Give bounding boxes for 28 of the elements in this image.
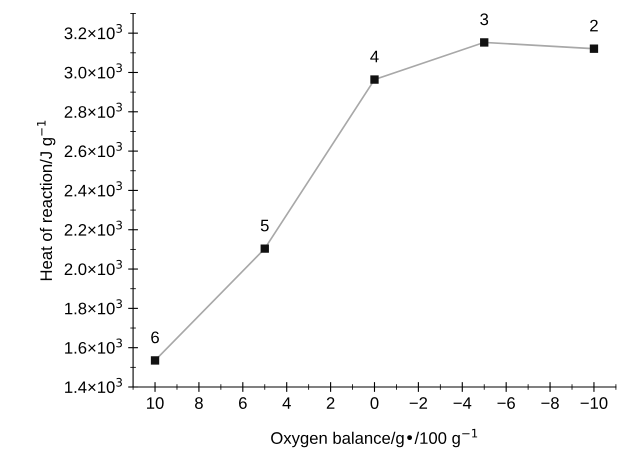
annotation: 2	[590, 20, 598, 32]
annotation: 5	[260, 220, 269, 232]
x-tick-label: −8	[541, 397, 559, 409]
y-tick-label: 3.0×10$^{3}$	[64, 63, 122, 79]
x-axis-title: Oxygen balance/g•/100 g$^{−1}$	[271, 428, 478, 448]
x-tick-label: 0	[370, 397, 378, 409]
y-tick-label: 2.6×10$^{3}$	[64, 142, 122, 158]
y-tick-label: 1.6×10$^{3}$	[65, 338, 122, 354]
x-tick-label: −4	[454, 397, 472, 409]
annotation: 4	[370, 50, 379, 62]
y-tick-label: 1.8×10$^{3}$	[65, 299, 122, 314]
x-tick-label: −6	[497, 397, 515, 409]
x-tick-label: 6	[239, 397, 247, 409]
x-tick-label: 2	[326, 397, 334, 409]
x-tick-label: 8	[195, 397, 203, 409]
x-tick-label: 10	[147, 397, 164, 409]
y-tick-label: 2.8×10$^{3}$	[64, 102, 122, 118]
y-tick-label: 2.0×10$^{3}$	[64, 260, 122, 276]
y-tick-label: 3.2×10$^{3}$	[64, 24, 122, 40]
y-tick-label: 1.4×10$^{3}$	[65, 378, 122, 394]
y-axis-title: Heat of reaction/J g$^{−1}$	[37, 120, 56, 280]
x-tick-label: −2	[410, 397, 428, 409]
y-tick-label: 2.4×10$^{3}$	[64, 181, 122, 196]
annotation: 3	[480, 13, 488, 26]
x-tick-label: 4	[282, 397, 291, 409]
x-tick-label: −10	[580, 397, 608, 409]
annotation: 6	[151, 331, 159, 344]
y-tick-label: 2.2×10$^{3}$	[64, 220, 122, 236]
